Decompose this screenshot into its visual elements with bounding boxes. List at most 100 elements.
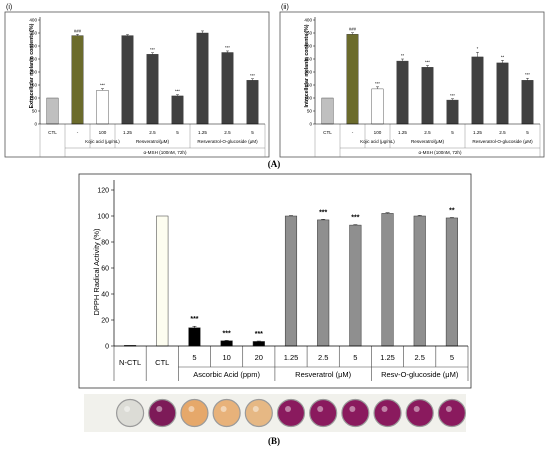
panel-b-significance-label: *** (255, 331, 263, 338)
panel-i-significance-label: *** (100, 83, 105, 88)
panel-ii-significance-label: * (477, 46, 479, 51)
panel-i-category-label: 1.25 (123, 130, 132, 135)
panel-ii-ytick-label: 0 (309, 122, 312, 127)
panel-ii-group-label: Kojic acid (μg/mL) (360, 139, 395, 144)
panel-i-condition-label: α-MSH (100nM, 72h) (144, 150, 187, 155)
assay-well-highlight (220, 406, 227, 412)
panel-ii-category-label: 1.25 (398, 130, 407, 135)
panel-i-ytick-label: 50 (32, 109, 38, 114)
panel-b-bar (156, 215, 169, 347)
panel-ii-ytick-label: 300 (304, 44, 312, 49)
panel-i-ytick-label: 0 (34, 122, 37, 127)
panel-i-bar (171, 95, 184, 125)
panel-i-ytick-label: 250 (29, 57, 37, 62)
panel-b-significance-label: *** (223, 330, 231, 337)
panel-ii-bar (496, 62, 509, 125)
panel-b-ytick-label: 100 (97, 214, 109, 221)
panel-ii-bar (396, 60, 409, 125)
panel-i-category-label: 100 (99, 130, 107, 135)
panel-b-ytick-label: 40 (101, 292, 109, 299)
panel-i-bar (46, 97, 59, 125)
panel-b-bar (413, 215, 426, 347)
panel-b-ylabel: DPPH Radical Activity (%) (92, 228, 101, 316)
panel-a-label: (A) (268, 159, 281, 169)
panel-ii-frame (279, 11, 545, 158)
assay-well-highlight (413, 406, 420, 412)
panel-i-ytick-label: 350 (29, 31, 37, 36)
assay-well-highlight (285, 406, 291, 412)
panel-ii-ytick-label: 100 (304, 96, 312, 101)
panel-i-bar (71, 35, 84, 125)
panel-ii-ytick-label: 50 (307, 109, 313, 114)
panel-ii-category-label: 2.5 (424, 130, 431, 135)
panel-ii-group-label: Resveratrol-O-glucoside (μM) (472, 139, 533, 144)
panel-ii-category-label: 5 (451, 130, 454, 135)
panel-ii-bar (421, 67, 434, 125)
assay-well (373, 398, 402, 428)
panel-i-bar (221, 52, 234, 125)
panel-i-category-label: 5 (176, 130, 179, 135)
panel-i-category-label: 5 (251, 130, 254, 135)
assay-well (148, 398, 177, 428)
panel-b-significance-label: *** (190, 316, 198, 323)
panel-ii-significance-label: *** (425, 60, 430, 65)
assay-well-highlight (317, 406, 324, 412)
panel-ii-bar (371, 88, 384, 125)
panel-ii-category-label: CTL (323, 130, 332, 135)
panel-i-category-label: 2.5 (224, 130, 231, 135)
panel-ii-significance-label: ** (501, 54, 505, 59)
panel-ii-bar (321, 97, 334, 125)
panel-i-significance-label: ### (74, 28, 82, 33)
panel-b-ytick-label: 0 (105, 344, 109, 351)
panel-b-category-label: 5 (450, 353, 454, 362)
panel-i-ytick-label: 150 (29, 83, 37, 88)
panel-ii-bar (346, 34, 359, 125)
panel-i-ytick-label: 400 (29, 18, 37, 23)
panel-i-bar (146, 54, 159, 125)
assay-well-highlight (156, 406, 163, 412)
panel-ii-bar (471, 56, 484, 125)
panel-i-significance-label: *** (225, 45, 230, 50)
panel-ii-ylabel: Intracellular melanin contents (%) (304, 24, 310, 107)
panel-b-category-label: 10 (222, 353, 230, 362)
panel-ii-category-label: 100 (374, 130, 382, 135)
assay-well (405, 398, 434, 428)
panel-b-label: (B) (268, 436, 280, 446)
panel-i-ytick-label: 100 (29, 96, 37, 101)
assay-well (212, 398, 241, 428)
chart-panel-i: (i) Extracellular melanin contents (%) 0… (4, 4, 270, 158)
panel-i-category-label: - (77, 130, 79, 135)
panel-b-category-label: 1.25 (284, 353, 299, 362)
panel-i-bar (246, 80, 259, 125)
panel-b-bar (317, 219, 330, 347)
panel-i-ytick-label: 300 (29, 44, 37, 49)
assay-well-highlight (252, 406, 259, 412)
panel-ii-bar (446, 99, 459, 125)
panel-b-ytick-label: 60 (101, 266, 109, 273)
panel-ii-ytick-label: 350 (304, 31, 312, 36)
assay-well (115, 398, 145, 428)
panel-ii-significance-label: *** (375, 81, 380, 86)
panel-i-significance-label: *** (175, 89, 180, 94)
panel-ii-ytick-label: 200 (304, 70, 312, 75)
panel-b-bar (284, 215, 298, 347)
panel-i-bar (121, 35, 134, 125)
panel-b-bar (220, 340, 233, 347)
panel-ii-significance-label: *** (450, 93, 455, 98)
panel-ii-ytick-label: 150 (304, 83, 312, 88)
panel-b-bar (188, 327, 201, 347)
panel-i-label: (i) (6, 4, 12, 11)
assay-well-highlight (445, 406, 452, 412)
panel-ii-ytick-label: 250 (304, 57, 312, 62)
panel-b-group-label: Ascorbic Acid (ppm) (193, 370, 260, 379)
panel-b-ytick-label: 80 (101, 240, 109, 247)
panel-b-ytick-label: 20 (101, 318, 109, 325)
panel-i-significance-label: *** (150, 47, 155, 52)
panel-ii-significance-label: ### (349, 27, 357, 32)
panel-b-category-label: 20 (255, 353, 263, 362)
panel-ii-bar (521, 80, 534, 125)
panel-b-group-label: Resv-O-glucoside (μM) (381, 370, 459, 379)
panel-i-group-label: Resveratrol(μM) (136, 139, 169, 144)
panel-ii-group-label: Resveratrol(μM) (411, 139, 444, 144)
panel-ii-ytick-label: 400 (304, 18, 312, 23)
